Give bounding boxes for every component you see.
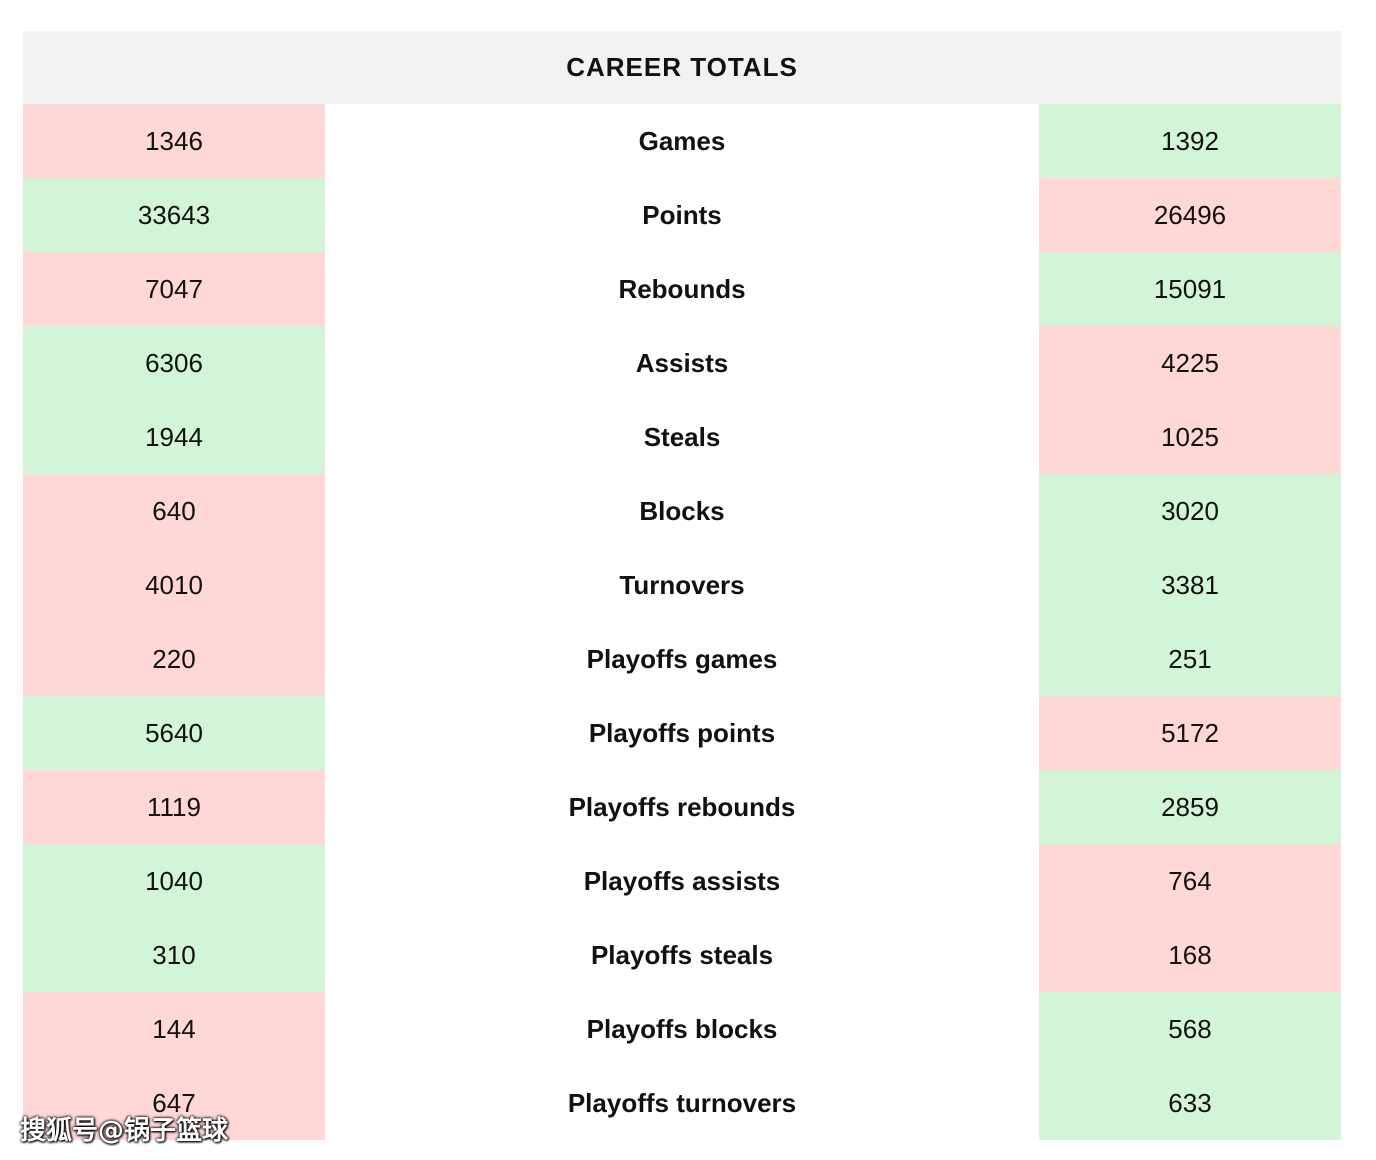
table-row: 1944 Steals 1025 (23, 400, 1341, 474)
table-row: 144 Playoffs blocks 568 (23, 992, 1341, 1066)
right-player-value: 568 (1039, 992, 1341, 1066)
watermark: 搜狐号@锅子篮球 (20, 1116, 229, 1146)
table-row: 6306 Assists 4225 (23, 326, 1341, 400)
right-player-value: 2859 (1039, 770, 1341, 844)
left-player-value: 220 (23, 622, 325, 696)
right-player-value: 3381 (1039, 548, 1341, 622)
table-row: 647 Playoffs turnovers 633 (23, 1066, 1341, 1140)
left-player-value: 7047 (23, 252, 325, 326)
right-player-value: 1025 (1039, 400, 1341, 474)
table-row: 7047 Rebounds 15091 (23, 252, 1341, 326)
table-row: 1040 Playoffs assists 764 (23, 844, 1341, 918)
left-player-value: 4010 (23, 548, 325, 622)
left-player-value: 6306 (23, 326, 325, 400)
left-player-value: 5640 (23, 696, 325, 770)
table-row: 4010 Turnovers 3381 (23, 548, 1341, 622)
left-player-value: 1119 (23, 770, 325, 844)
table-row: 1119 Playoffs rebounds 2859 (23, 770, 1341, 844)
left-player-value: 640 (23, 474, 325, 548)
table-body: 1346 Games 1392 33643 Points 26496 7047 Rebound… (23, 104, 1341, 1140)
table-title: CAREER TOTALS (23, 31, 1341, 104)
right-player-value: 15091 (1039, 252, 1341, 326)
stat-label: Turnovers (325, 548, 1039, 622)
right-player-value: 764 (1039, 844, 1341, 918)
career-totals-table: CAREER TOTALS 1346 Games 1392 33643 Points 26… (23, 31, 1341, 1140)
right-player-value: 4225 (1039, 326, 1341, 400)
stat-label: Playoffs rebounds (325, 770, 1039, 844)
table-row: 640 Blocks 3020 (23, 474, 1341, 548)
left-player-value: 144 (23, 992, 325, 1066)
stat-label: Playoffs steals (325, 918, 1039, 992)
stat-label: Playoffs turnovers (325, 1066, 1039, 1140)
table-row: 5640 Playoffs points 5172 (23, 696, 1341, 770)
stat-label: Steals (325, 400, 1039, 474)
stat-label: Games (325, 104, 1039, 178)
left-player-value: 1944 (23, 400, 325, 474)
table-row: 1346 Games 1392 (23, 104, 1341, 178)
stat-label: Blocks (325, 474, 1039, 548)
table-row: 33643 Points 26496 (23, 178, 1341, 252)
left-player-value: 33643 (23, 178, 325, 252)
right-player-value: 5172 (1039, 696, 1341, 770)
stat-label: Playoffs assists (325, 844, 1039, 918)
left-player-value: 647 (23, 1066, 325, 1140)
stat-label: Assists (325, 326, 1039, 400)
right-player-value: 633 (1039, 1066, 1341, 1140)
stat-label: Playoffs games (325, 622, 1039, 696)
table-row: 220 Playoffs games 251 (23, 622, 1341, 696)
right-player-value: 1392 (1039, 104, 1341, 178)
right-player-value: 251 (1039, 622, 1341, 696)
right-player-value: 3020 (1039, 474, 1341, 548)
stat-label: Playoffs points (325, 696, 1039, 770)
stat-label: Points (325, 178, 1039, 252)
table-row: 310 Playoffs steals 168 (23, 918, 1341, 992)
left-player-value: 1346 (23, 104, 325, 178)
stat-label: Playoffs blocks (325, 992, 1039, 1066)
left-player-value: 310 (23, 918, 325, 992)
stat-label: Rebounds (325, 252, 1039, 326)
right-player-value: 26496 (1039, 178, 1341, 252)
left-player-value: 1040 (23, 844, 325, 918)
right-player-value: 168 (1039, 918, 1341, 992)
